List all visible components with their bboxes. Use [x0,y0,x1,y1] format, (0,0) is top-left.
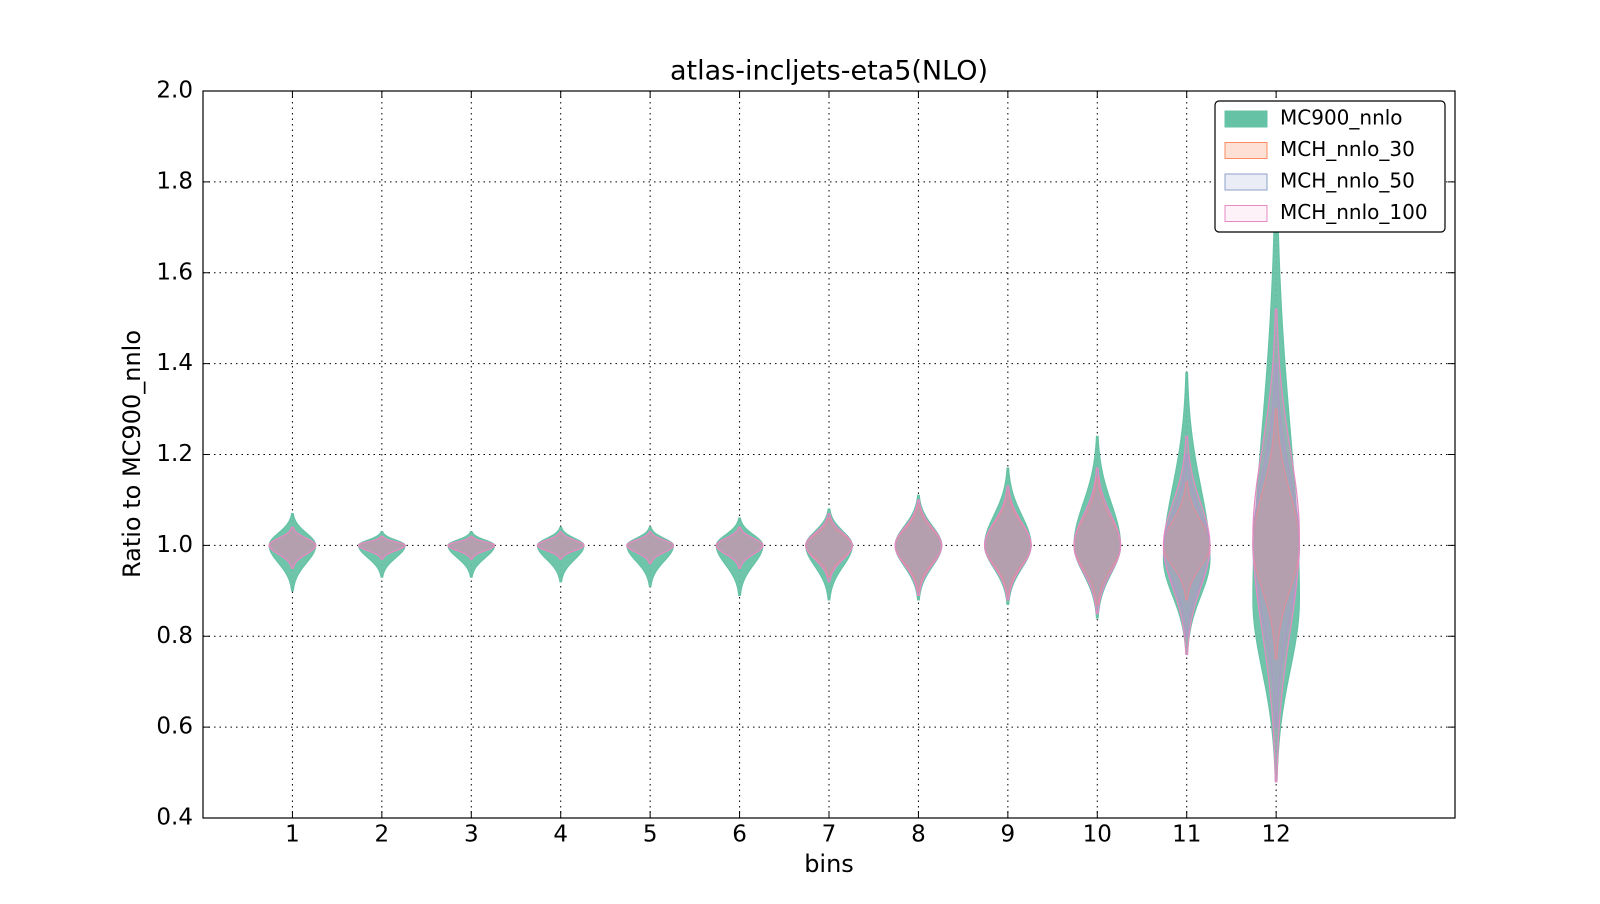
x-tick-label: 9 [1001,822,1016,848]
violin [894,494,943,601]
x-tick-label: 7 [822,822,837,848]
legend-label: MC900_nnlo [1280,106,1403,130]
violin [1073,467,1122,615]
violin [984,485,1032,601]
violin [358,531,406,578]
violin [715,526,764,569]
legend-label: MCH_nnlo_100 [1280,200,1428,224]
violin [1162,435,1211,656]
violin [357,535,406,560]
x-tick-label: 8 [911,822,926,848]
y-tick-label: 1.8 [156,168,193,194]
violin [626,526,674,587]
y-tick-label: 1.6 [156,259,193,285]
violin [268,526,317,569]
legend-swatch [1224,173,1268,191]
legend-swatch [1224,205,1268,222]
x-tick-label: 3 [464,822,479,848]
y-tick-label: 1.4 [156,350,193,376]
y-tick-label: 2.0 [156,78,193,104]
violin [805,517,853,578]
y-tick-label: 1.0 [156,532,193,558]
legend-swatch [1224,142,1268,159]
legend-swatch [1224,110,1268,128]
violin [1252,408,1300,660]
x-tick-label: 2 [375,822,390,848]
violin [447,535,496,560]
violin [626,531,674,565]
violin [1073,476,1122,606]
x-tick-label: 11 [1172,822,1201,848]
chart-title: atlas-incljets-eta5(NLO) [670,56,988,87]
y-axis-label: Ratio to MC900_nnlo [118,330,146,578]
violin [1162,481,1211,601]
legend-label: MCH_nnlo_30 [1280,137,1415,161]
y-tick-label: 0.6 [156,714,193,740]
violin [805,512,853,583]
x-tick-label: 5 [643,822,658,848]
x-tick-label: 10 [1083,822,1112,848]
violin [894,503,943,592]
violin [447,531,496,578]
violin [1162,372,1211,656]
y-tick-label: 1.2 [156,441,193,467]
violin [1252,308,1300,783]
x-tick-label: 4 [553,822,568,848]
plot-frame [202,90,1456,819]
y-tick-label: 0.4 [156,805,193,831]
x-tick-label: 6 [732,822,747,848]
x-tick-label: 12 [1262,822,1291,848]
violin [268,512,317,592]
x-axis-label: bins [804,850,854,878]
violin [536,531,585,560]
x-tick-label: 1 [285,822,300,848]
violin [1252,363,1300,728]
violin [536,526,585,583]
legend-label: MCH_nnlo_50 [1280,169,1415,193]
legend-box [1214,100,1446,233]
y-tick-label: 0.8 [156,623,193,649]
violin [894,499,943,596]
